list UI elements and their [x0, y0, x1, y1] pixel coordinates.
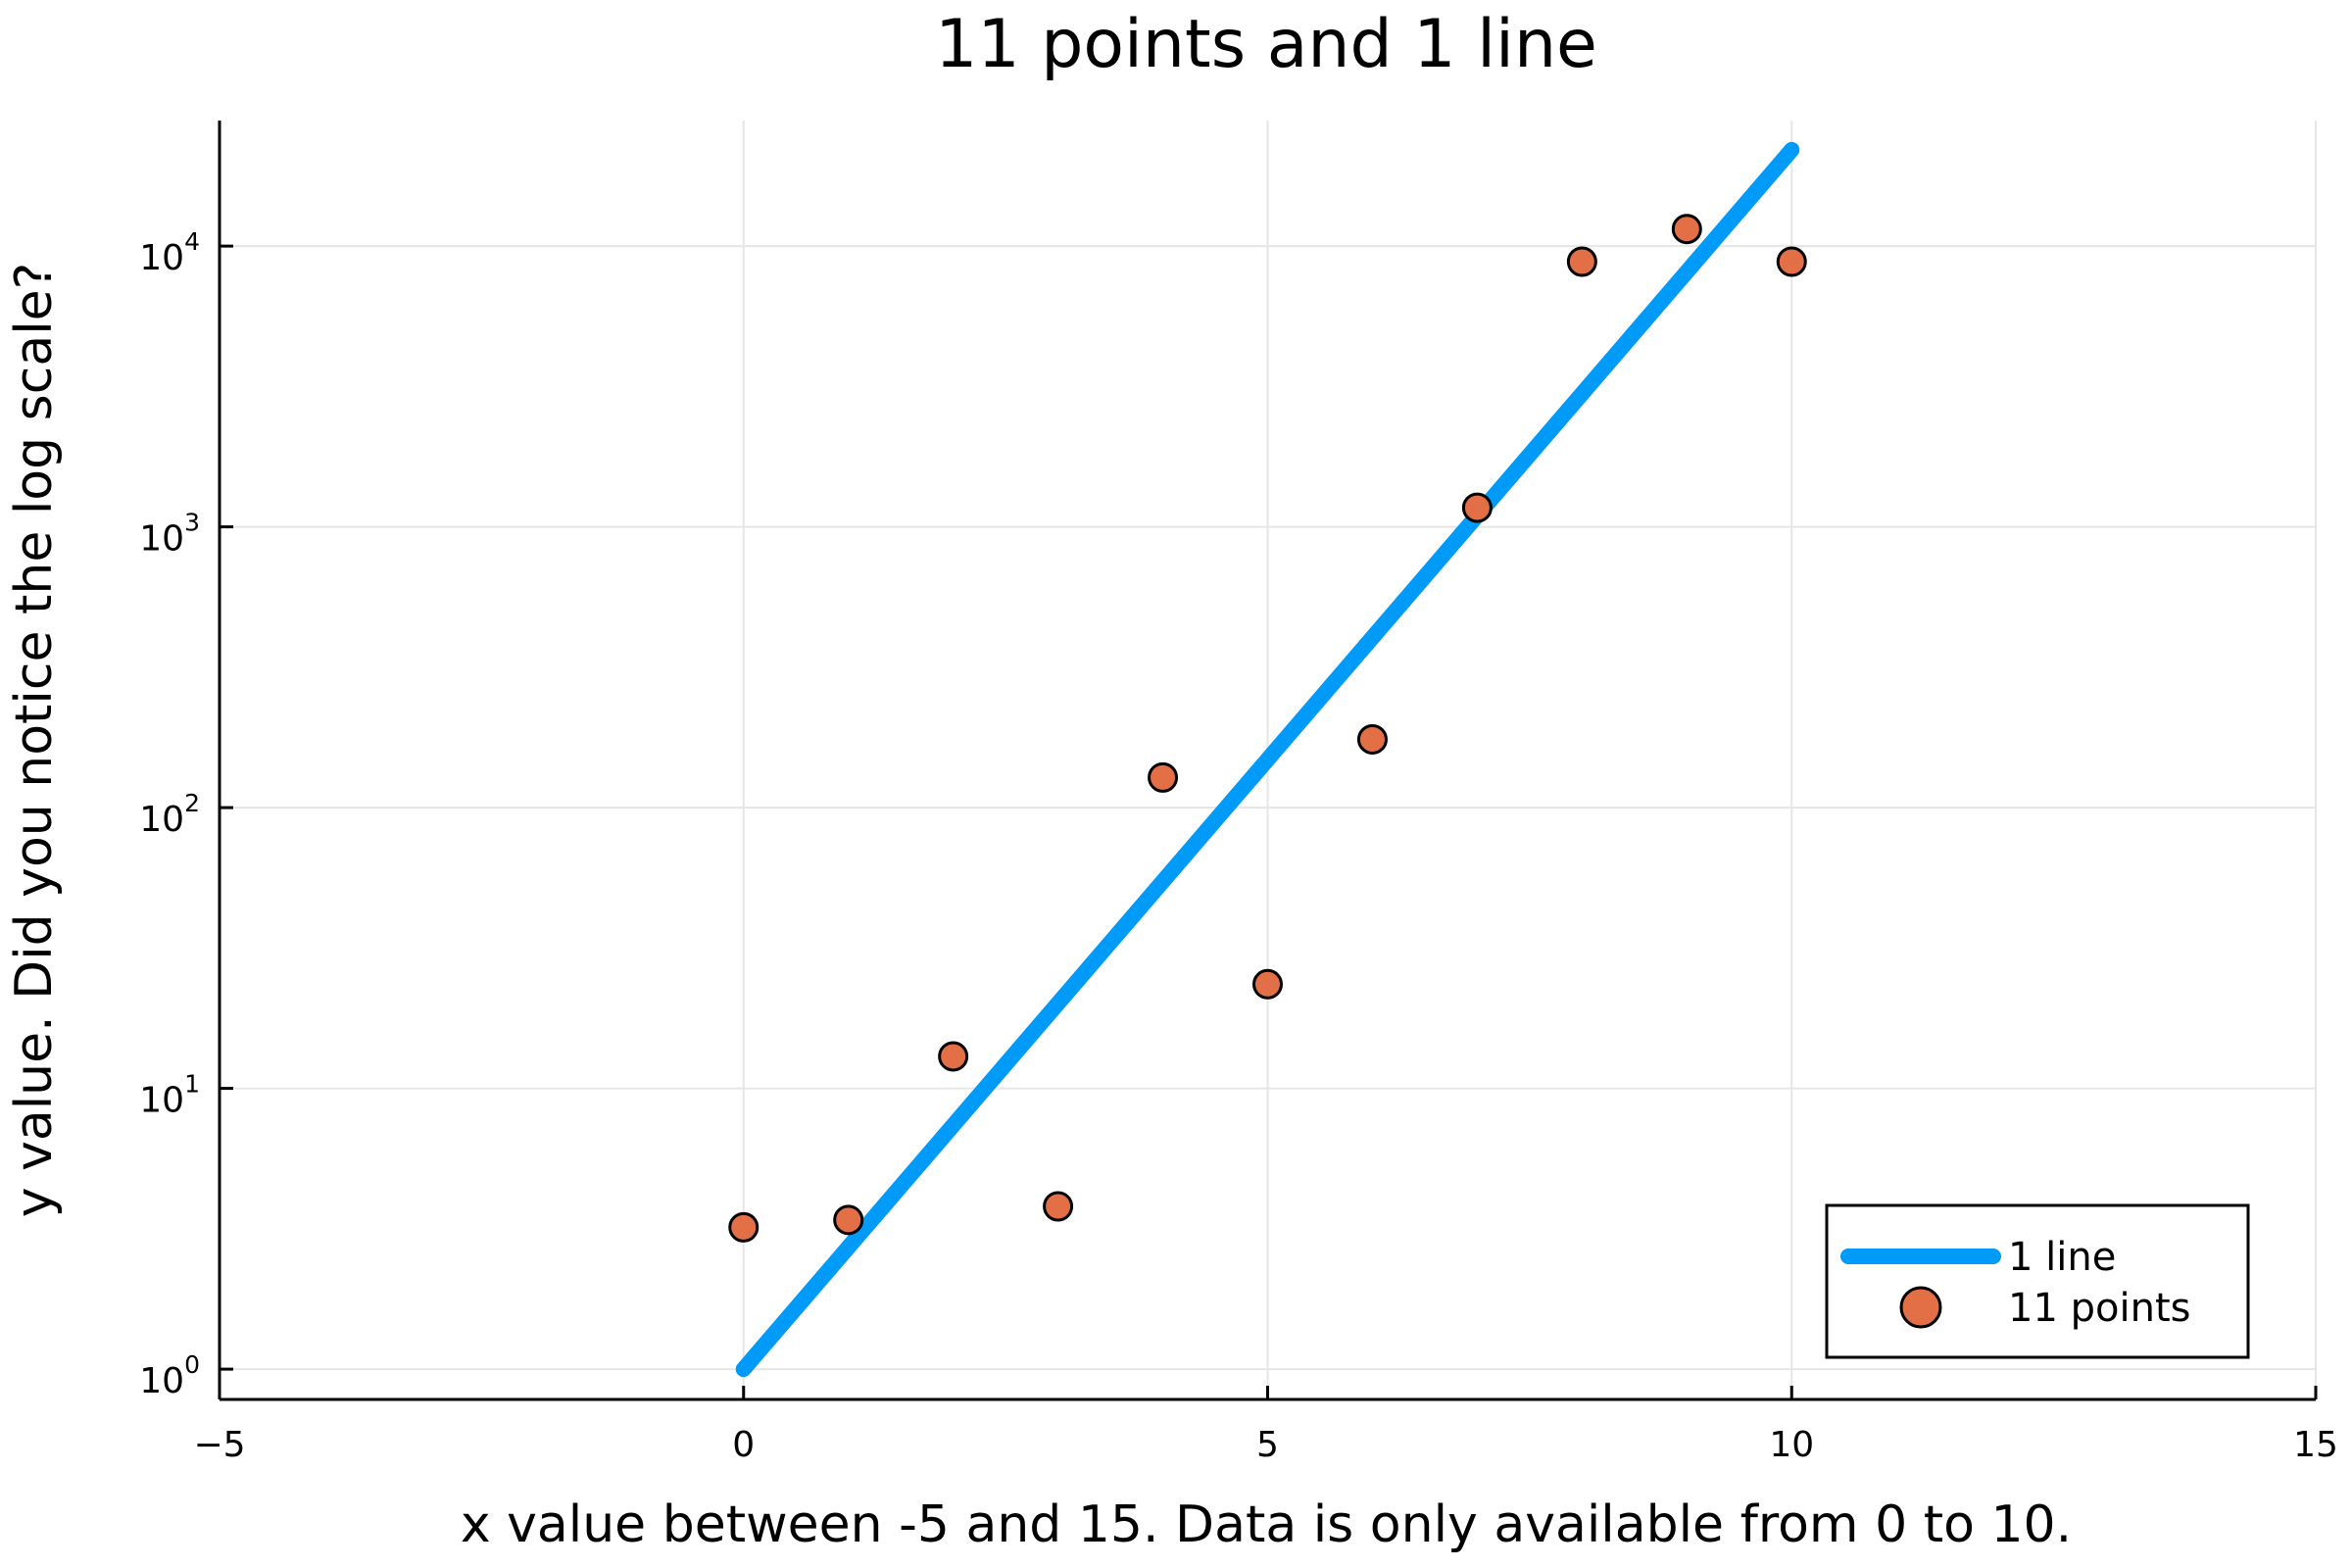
legend: 1 line 11 points: [1825, 1203, 2250, 1359]
data-point: [1566, 246, 1597, 277]
y-tick-label: 101: [139, 1070, 200, 1121]
grid-lines: [219, 121, 2317, 1399]
data-point: [1776, 246, 1807, 277]
y-tick-label: 102: [139, 789, 200, 840]
legend-box: [1825, 1203, 2250, 1359]
data-point: [1461, 492, 1493, 523]
y-tick-label: 100: [139, 1350, 200, 1401]
data-point: [938, 1041, 969, 1072]
data-point: [1252, 968, 1283, 1000]
data-point: [1043, 1191, 1074, 1222]
x-axis-label: x value between -5 and 15. Data is only …: [461, 1495, 2072, 1554]
data-point: [1671, 214, 1702, 245]
x-tick-labels: −5 0 5 10 15: [193, 1425, 2337, 1465]
y-tick-label: 103: [139, 509, 200, 560]
y-tick-labels: 100 101 102 103 104: [139, 227, 200, 1401]
x-tick-label: 10: [1769, 1425, 1814, 1465]
data-point: [1356, 723, 1388, 755]
legend-marker-swatch: [1899, 1286, 1942, 1329]
y-tick-label: 104: [139, 227, 200, 278]
data-point: [833, 1204, 864, 1236]
data-point: [728, 1211, 760, 1243]
chart-title: 11 points and 1 line: [935, 6, 1597, 83]
y-axis-label: y value. Did you notice the log scale?: [5, 263, 64, 1217]
x-tick-label: 15: [2293, 1425, 2338, 1465]
axes: [218, 121, 2318, 1401]
legend-label: 11 points: [2008, 1286, 2190, 1331]
x-tick-label: −5: [193, 1425, 245, 1465]
series-line: [735, 141, 1800, 1378]
x-tick-label: 0: [732, 1425, 755, 1465]
x-tick-label: 5: [1256, 1425, 1279, 1465]
legend-label: 1 line: [2008, 1235, 2116, 1280]
data-point: [1148, 761, 1179, 793]
plot-series: [728, 141, 1807, 1378]
